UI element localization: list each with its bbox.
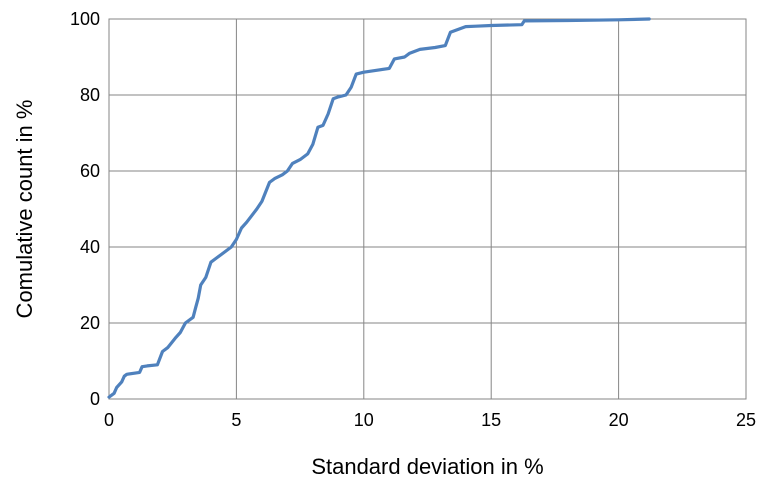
x-tick-labels: 0 5 10 15 20 25: [104, 410, 756, 430]
x-tick-label: 25: [736, 410, 756, 430]
grid-lines: [108, 18, 747, 400]
y-tick-label: 60: [80, 161, 100, 181]
x-tick-label: 0: [104, 410, 114, 430]
x-tick-label: 20: [609, 410, 629, 430]
y-tick-label: 100: [70, 9, 100, 29]
x-tick-label: 10: [354, 410, 374, 430]
y-tick-label: 40: [80, 237, 100, 257]
y-tick-label: 80: [80, 85, 100, 105]
x-axis-title: Standard deviation in %: [311, 454, 543, 479]
series-line: [107, 17, 651, 399]
y-tick-label: 20: [80, 313, 100, 333]
x-tick-label: 15: [481, 410, 501, 430]
y-tick-label: 0: [90, 389, 100, 409]
series-group: [107, 17, 651, 399]
x-tick-label: 5: [231, 410, 241, 430]
y-tick-labels: 0 20 40 60 80 100: [70, 9, 100, 409]
plot-area-border: [108, 18, 747, 400]
y-axis-title: Comulative count in %: [12, 100, 37, 319]
